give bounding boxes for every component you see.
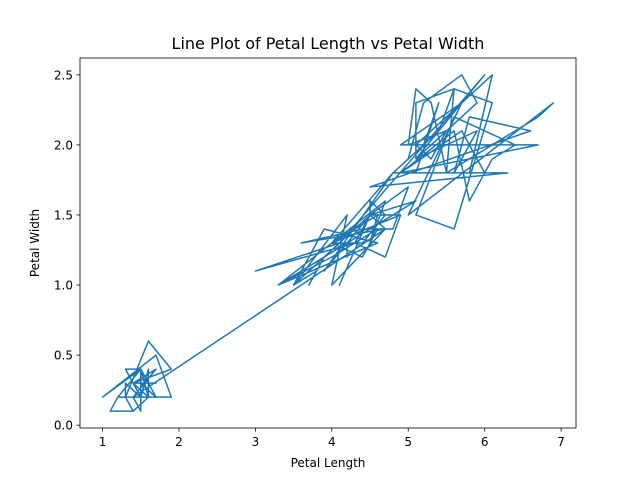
y-tick-label: 0.0 <box>54 419 73 433</box>
x-axis-label: Petal Length <box>291 456 366 470</box>
plot-area <box>80 58 576 428</box>
y-tick-label: 1.0 <box>54 279 73 293</box>
series-line-1 <box>101 74 555 412</box>
x-tick-label: 6 <box>481 435 489 449</box>
plot-frame <box>79 57 577 429</box>
x-axis: 1 2 3 4 5 6 7 <box>99 428 565 449</box>
y-axis-label: Petal Width <box>28 209 42 277</box>
x-tick-label: 1 <box>99 435 107 449</box>
y-tick-label: 2.0 <box>54 138 73 152</box>
series-layer <box>101 74 555 412</box>
x-tick-label: 4 <box>328 435 336 449</box>
x-tick-label: 7 <box>557 435 565 449</box>
y-tick-label: 1.5 <box>54 208 73 222</box>
y-axis: 0.0 0.5 1.0 1.5 2.0 2.5 <box>54 68 80 433</box>
x-tick-label: 2 <box>175 435 183 449</box>
chart-title: Line Plot of Petal Length vs Petal Width <box>172 34 485 53</box>
y-tick-label: 0.5 <box>54 349 73 363</box>
x-tick-label: 5 <box>404 435 412 449</box>
x-tick-label: 3 <box>252 435 260 449</box>
y-tick-label: 2.5 <box>54 68 73 82</box>
